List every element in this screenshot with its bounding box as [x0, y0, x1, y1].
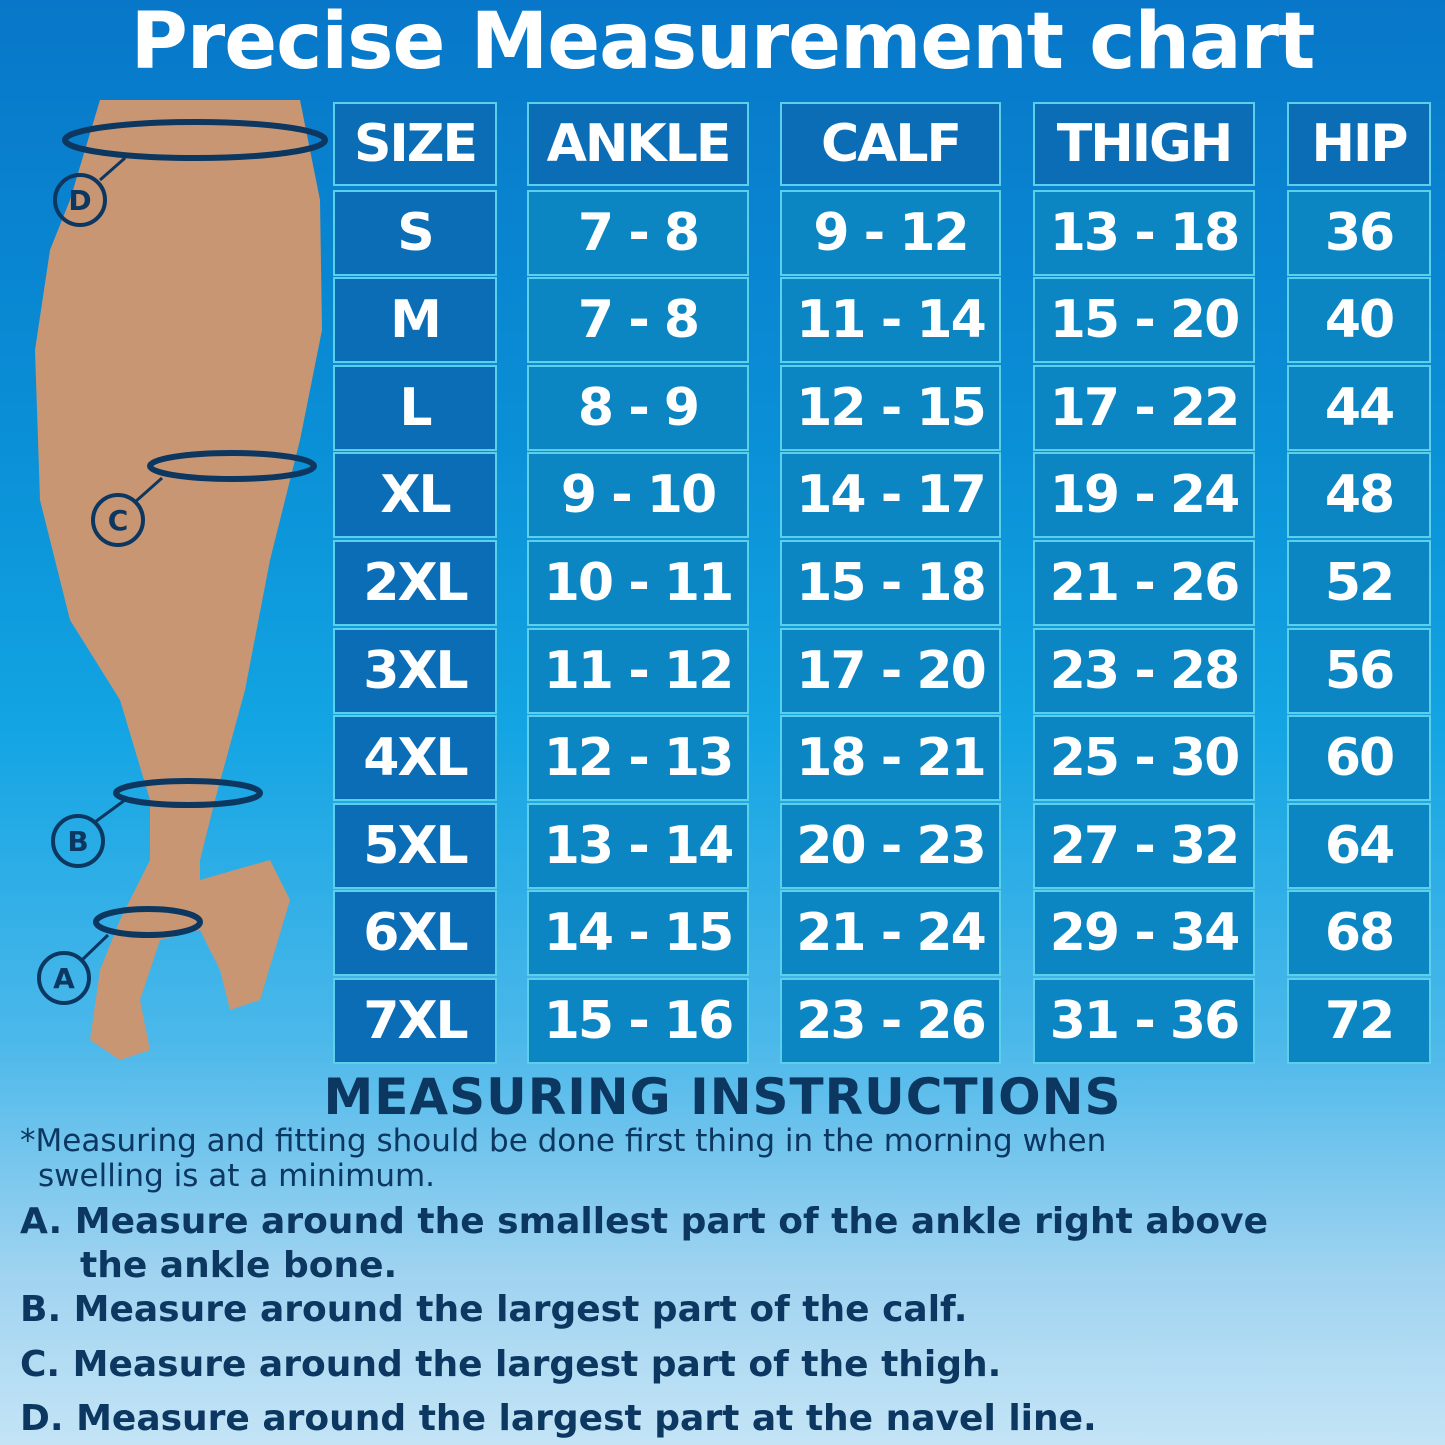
instruction-a-cont: the ankle bone. [80, 1245, 398, 1286]
marker-c: C [108, 504, 129, 537]
cell-calf: 14 - 17 [780, 452, 1001, 538]
cell-thigh: 23 - 28 [1033, 628, 1255, 714]
cell-thigh: 13 - 18 [1033, 190, 1255, 276]
leggings-illustration: D C B A [35, 100, 328, 1060]
cell-ankle: 11 - 12 [527, 628, 749, 714]
cell-hip: 44 [1287, 365, 1431, 451]
cell-thigh: 21 - 26 [1033, 540, 1255, 626]
cell-thigh: 15 - 20 [1033, 277, 1255, 363]
cell-hip: 52 [1287, 540, 1431, 626]
cell-calf: 15 - 18 [780, 540, 1001, 626]
cell-size: 6XL [333, 890, 497, 976]
cell-size: XL [333, 452, 497, 538]
cell-ankle: 13 - 14 [527, 803, 749, 889]
cell-ankle: 8 - 9 [527, 365, 749, 451]
cell-ankle: 7 - 8 [527, 190, 749, 276]
cell-thigh: 29 - 34 [1033, 890, 1255, 976]
header-calf: CALF [780, 102, 1001, 186]
cell-calf: 11 - 14 [780, 277, 1001, 363]
cell-size: L [333, 365, 497, 451]
instruction-d: D. Measure around the largest part at th… [20, 1398, 1097, 1439]
instruction-b: B. Measure around the largest part of th… [20, 1289, 968, 1330]
cell-thigh: 17 - 22 [1033, 365, 1255, 451]
cell-size: 4XL [333, 715, 497, 801]
cell-hip: 60 [1287, 715, 1431, 801]
header-hip: HIP [1287, 102, 1431, 186]
cell-calf: 20 - 23 [780, 803, 1001, 889]
cell-calf: 17 - 20 [780, 628, 1001, 714]
instruction-c: C. Measure around the largest part of th… [20, 1344, 1002, 1385]
instructions-title: MEASURING INSTRUCTIONS [323, 1068, 1122, 1126]
header-thigh: THIGH [1033, 102, 1255, 186]
cell-hip: 40 [1287, 277, 1431, 363]
cell-hip: 64 [1287, 803, 1431, 889]
cell-thigh: 25 - 30 [1033, 715, 1255, 801]
marker-b: B [67, 825, 88, 858]
measure-markers [37, 173, 145, 1005]
cell-size: S [333, 190, 497, 276]
cell-hip: 36 [1287, 190, 1431, 276]
cell-ankle: 12 - 13 [527, 715, 749, 801]
header-size: SIZE [333, 102, 497, 186]
cell-calf: 9 - 12 [780, 190, 1001, 276]
marker-d: D [68, 184, 91, 217]
note-line-1: *Measuring and fitting should be done fi… [20, 1123, 1107, 1159]
cell-size: 5XL [333, 803, 497, 889]
cell-hip: 56 [1287, 628, 1431, 714]
cell-size: 3XL [333, 628, 497, 714]
cell-thigh: 27 - 32 [1033, 803, 1255, 889]
cell-ankle: 14 - 15 [527, 890, 749, 976]
cell-calf: 21 - 24 [780, 890, 1001, 976]
cell-hip: 48 [1287, 452, 1431, 538]
cell-size: 2XL [333, 540, 497, 626]
cell-ankle: 15 - 16 [527, 978, 749, 1064]
cell-hip: 72 [1287, 978, 1431, 1064]
note-line-2: swelling is at a minimum. [38, 1158, 436, 1194]
cell-thigh: 19 - 24 [1033, 452, 1255, 538]
cell-hip: 68 [1287, 890, 1431, 976]
cell-size: M [333, 277, 497, 363]
cell-thigh: 31 - 36 [1033, 978, 1255, 1064]
cell-ankle: 10 - 11 [527, 540, 749, 626]
cell-size: 7XL [333, 978, 497, 1064]
page-title: Precise Measurement chart [130, 0, 1316, 87]
cell-calf: 12 - 15 [780, 365, 1001, 451]
marker-a: A [53, 962, 75, 995]
header-ankle: ANKLE [527, 102, 749, 186]
cell-ankle: 9 - 10 [527, 452, 749, 538]
cell-calf: 23 - 26 [780, 978, 1001, 1064]
cell-ankle: 7 - 8 [527, 277, 749, 363]
cell-calf: 18 - 21 [780, 715, 1001, 801]
instruction-a: A. Measure around the smallest part of t… [20, 1201, 1268, 1242]
